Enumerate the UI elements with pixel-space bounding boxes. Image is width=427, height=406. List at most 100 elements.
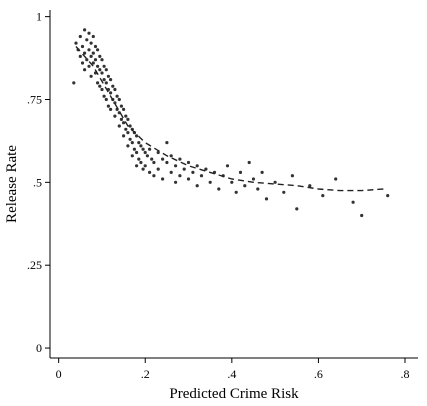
y-tick-label: .75	[27, 92, 42, 106]
data-point	[117, 124, 121, 128]
data-point	[141, 167, 145, 171]
data-point	[100, 87, 104, 92]
data-point	[91, 34, 95, 39]
data-point	[191, 170, 195, 174]
data-point	[161, 177, 165, 181]
data-point	[122, 121, 126, 125]
data-point	[78, 54, 82, 59]
data-point	[117, 97, 121, 102]
data-point	[80, 44, 85, 49]
data-point	[89, 41, 93, 45]
data-point	[74, 41, 78, 45]
y-axis-ticks: 0 .25 .5 .75 1	[27, 10, 50, 355]
data-point	[106, 104, 110, 108]
data-point	[217, 187, 221, 191]
data-point	[126, 144, 130, 148]
data-point	[230, 180, 234, 184]
data-point	[109, 91, 113, 95]
data-point	[195, 184, 199, 188]
data-point	[139, 144, 143, 148]
data-point	[135, 164, 139, 168]
data-point	[199, 174, 204, 178]
axes	[49, 10, 418, 359]
data-point	[165, 141, 169, 145]
x-axis-ticks: 0 .2 .4 .6 .8	[56, 358, 410, 381]
data-point	[141, 147, 145, 151]
data-point	[178, 157, 182, 161]
data-point	[264, 197, 269, 201]
data-point	[104, 68, 108, 72]
data-point	[104, 81, 108, 85]
data-point	[83, 28, 87, 32]
data-point	[169, 154, 173, 158]
data-point	[295, 207, 299, 211]
data-point	[98, 54, 102, 59]
x-axis-title: Predicted Crime Risk	[169, 386, 299, 402]
data-point	[143, 164, 147, 168]
data-point	[124, 127, 128, 131]
data-point	[126, 131, 130, 135]
data-point	[106, 74, 110, 78]
data-point	[89, 74, 93, 78]
data-point	[135, 134, 139, 138]
data-point	[93, 44, 98, 49]
data-point	[137, 141, 141, 145]
data-points	[72, 28, 390, 218]
data-point	[91, 51, 95, 55]
data-point	[80, 61, 85, 65]
data-point	[96, 48, 100, 52]
y-tick-label: 1	[36, 10, 42, 24]
data-point	[165, 160, 169, 165]
data-point	[89, 54, 93, 59]
data-point	[321, 194, 325, 198]
data-point	[174, 180, 178, 184]
data-point	[225, 164, 230, 168]
data-point	[282, 190, 286, 194]
data-point	[87, 31, 91, 35]
data-point	[109, 78, 113, 82]
data-point	[83, 68, 87, 72]
data-point	[178, 174, 182, 178]
data-point	[102, 64, 106, 68]
data-point	[100, 58, 104, 62]
data-point	[130, 154, 134, 158]
data-point	[386, 194, 390, 198]
x-tick-label: .4	[227, 367, 236, 381]
data-point	[148, 147, 152, 151]
data-point	[128, 137, 132, 141]
y-tick-label: .25	[27, 258, 42, 272]
data-point	[260, 170, 264, 174]
data-point	[145, 154, 149, 158]
data-point	[83, 51, 87, 55]
y-tick-label: 0	[36, 341, 42, 355]
data-point	[96, 81, 100, 85]
data-point	[113, 87, 117, 92]
data-point	[186, 177, 191, 181]
data-point	[308, 184, 312, 188]
data-point	[161, 157, 165, 161]
data-point	[143, 150, 147, 155]
x-tick-label: .8	[401, 367, 410, 381]
data-point	[78, 34, 82, 39]
data-point	[238, 170, 243, 174]
trend-line	[75, 46, 384, 192]
data-point	[130, 141, 134, 145]
data-point	[128, 124, 132, 128]
data-point	[115, 94, 119, 98]
data-point	[109, 107, 113, 111]
data-point	[204, 167, 208, 171]
data-point	[182, 167, 186, 171]
data-point	[186, 160, 191, 165]
data-point	[98, 84, 102, 88]
data-point	[152, 160, 156, 165]
x-tick-label: 0	[56, 367, 62, 381]
data-point	[119, 117, 123, 121]
data-point	[100, 71, 104, 75]
data-point	[102, 94, 106, 98]
data-point	[124, 114, 128, 118]
data-point	[122, 134, 126, 138]
data-point	[208, 180, 212, 184]
data-point	[139, 160, 143, 165]
data-point	[174, 164, 178, 168]
